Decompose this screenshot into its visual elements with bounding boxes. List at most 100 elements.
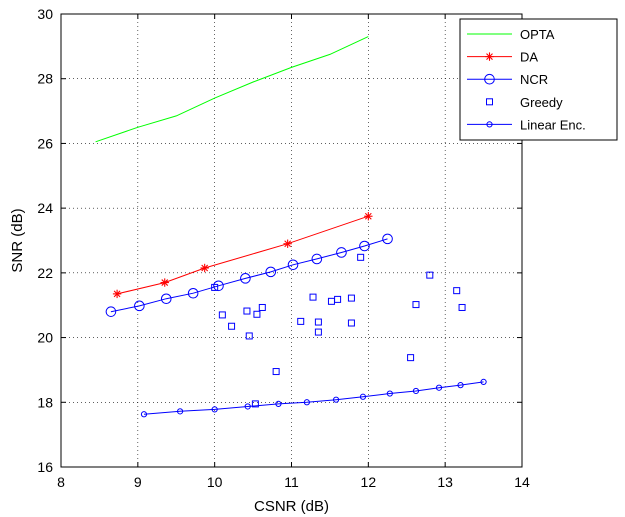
- star-stroke: [284, 240, 292, 248]
- data-point-greedy: [407, 354, 415, 362]
- data-point-da: [160, 278, 169, 287]
- grid: [61, 14, 522, 467]
- data-point-linear-enc: [457, 382, 464, 389]
- series-da: [112, 212, 373, 299]
- data-point-linear-enc: [480, 378, 487, 386]
- data-point-greedy: [211, 283, 219, 291]
- series-greedy: [211, 253, 466, 408]
- y-tick-label: 30: [37, 6, 53, 22]
- y-tick-label: 18: [37, 394, 53, 410]
- legend-item-greedy: Greedy: [486, 95, 563, 110]
- data-point-greedy: [218, 311, 226, 319]
- data-point-greedy: [245, 332, 253, 340]
- data-point-greedy: [314, 328, 322, 336]
- legend-item-da: DA: [467, 50, 538, 65]
- series-linear-enc: [140, 378, 487, 418]
- data-point-greedy: [347, 294, 355, 302]
- legend-swatch-marker: [486, 121, 493, 128]
- series-line-opta: [95, 36, 369, 143]
- data-point-da: [283, 239, 292, 248]
- data-point-greedy: [309, 293, 317, 301]
- legend-item-linear-enc: Linear Enc.: [467, 117, 586, 132]
- y-axis-label: SNR (dB): [9, 208, 26, 272]
- series-line-linear-enc: [143, 381, 484, 415]
- data-point-greedy: [453, 287, 461, 295]
- data-point-ncr: [134, 300, 145, 312]
- data-point-linear-enc: [176, 408, 184, 415]
- y-tick-label: 28: [37, 71, 53, 87]
- data-point-ncr: [187, 287, 199, 299]
- data-point-ncr: [287, 259, 299, 271]
- star-stroke: [161, 279, 169, 286]
- data-point-linear-enc: [359, 393, 367, 400]
- data-point-greedy: [357, 253, 365, 261]
- y-tick-label: 22: [37, 265, 53, 281]
- legend-label-opta: OPTA: [520, 27, 555, 42]
- data-point-greedy: [347, 319, 355, 327]
- legend-label-linear-enc: Linear Enc.: [520, 117, 586, 132]
- legend-item-ncr: NCR: [467, 72, 548, 87]
- legend: OPTA DA NCR Greedy Linear Enc.: [459, 18, 618, 141]
- data-point-da: [364, 212, 373, 221]
- data-point-greedy: [426, 271, 434, 279]
- legend-swatch-marker: [484, 73, 495, 85]
- x-tick-label: 11: [284, 474, 299, 490]
- data-point-linear-enc: [435, 384, 443, 391]
- star-stroke: [201, 264, 209, 272]
- legend-label-greedy: Greedy: [520, 95, 563, 110]
- data-point-greedy: [412, 301, 420, 309]
- x-tick-label: 14: [514, 474, 530, 490]
- legend-label-ncr: NCR: [520, 72, 548, 87]
- data-point-ncr: [382, 233, 393, 245]
- data-point-ncr: [265, 266, 277, 278]
- data-point-linear-enc: [211, 406, 218, 413]
- x-tick-label: 8: [57, 474, 65, 490]
- data-point-greedy: [314, 318, 322, 326]
- data-point-linear-enc: [386, 390, 393, 397]
- data-point-greedy: [272, 368, 280, 376]
- y-tick-label: 16: [37, 459, 53, 475]
- data-point-ncr: [311, 253, 323, 265]
- axis-ticks: 8 9 10 11 12 13 14 16 18 20 22 24 26 28 30: [37, 6, 530, 490]
- x-axis-label: CSNR (dB): [254, 498, 329, 515]
- legend-swatch-marker: [485, 52, 494, 61]
- data-point-ncr: [359, 240, 370, 252]
- data-point-greedy: [334, 295, 342, 303]
- y-tick-label: 24: [37, 200, 53, 216]
- data-point-linear-enc: [140, 411, 148, 418]
- x-tick-label: 12: [361, 474, 377, 490]
- series-opta: [95, 36, 369, 143]
- data-point-greedy: [228, 322, 236, 330]
- plot-series: [95, 36, 487, 418]
- data-point-greedy: [253, 310, 261, 318]
- y-tick-label: 26: [37, 135, 53, 151]
- data-point-ncr: [336, 247, 347, 258]
- data-point-greedy: [458, 303, 466, 311]
- data-point-greedy: [243, 307, 251, 315]
- data-point-ncr: [105, 306, 117, 317]
- legend-item-opta: OPTA: [467, 27, 555, 42]
- data-point-ncr: [240, 273, 251, 284]
- x-tick-label: 13: [437, 474, 453, 490]
- legend-swatch-marker: [486, 98, 493, 106]
- x-tick-label: 10: [207, 474, 223, 490]
- star-stroke: [486, 53, 493, 60]
- data-point-linear-enc: [332, 396, 340, 403]
- series-ncr: [105, 233, 393, 317]
- data-point-da: [112, 289, 122, 299]
- star-stroke: [364, 212, 372, 220]
- y-tick-label: 20: [37, 330, 53, 346]
- legend-label-da: DA: [520, 50, 538, 65]
- data-point-da: [200, 263, 209, 273]
- data-point-greedy: [258, 303, 266, 311]
- data-point-greedy: [251, 400, 259, 408]
- data-point-ncr: [213, 280, 224, 292]
- data-point-greedy: [297, 317, 305, 325]
- x-tick-label: 9: [134, 474, 142, 490]
- data-point-linear-enc: [412, 387, 420, 395]
- star-stroke: [113, 290, 121, 298]
- data-point-linear-enc: [244, 403, 251, 410]
- data-point-ncr: [160, 293, 172, 305]
- data-point-linear-enc: [275, 400, 282, 408]
